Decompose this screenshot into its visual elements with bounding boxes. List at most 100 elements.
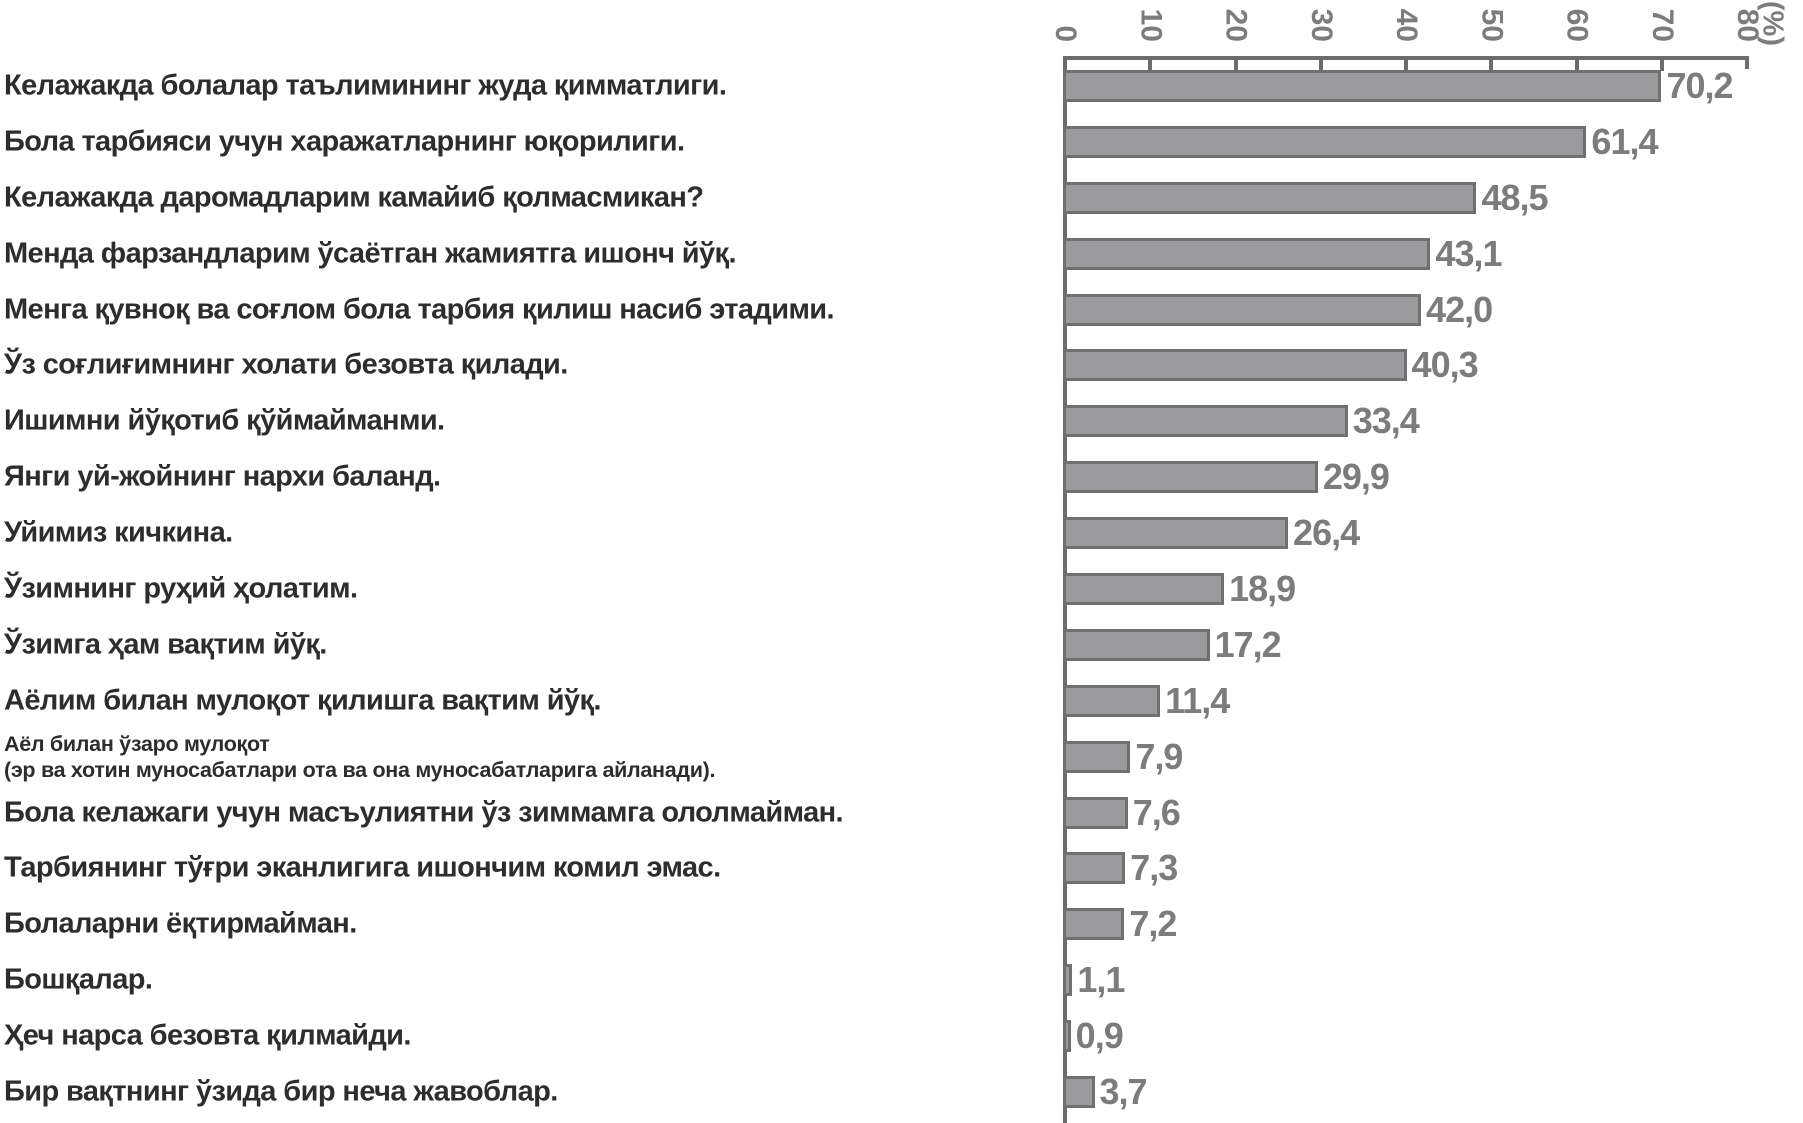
bar	[1063, 1075, 1095, 1108]
bar-wrap: 7,9	[1063, 735, 1183, 777]
chart-row: Аёлим билан мулоқот қилишга вақтим йўқ. …	[0, 673, 1803, 729]
axis-tick-label: 30	[1304, 8, 1338, 42]
value-label: 70,2	[1666, 64, 1733, 106]
value-label: 7,2	[1129, 903, 1177, 945]
bar-wrap: 0,9	[1063, 1015, 1124, 1057]
bar	[1063, 125, 1587, 158]
axis-tick-label: 0	[1049, 25, 1082, 42]
chart-row: Ишимни йўқотиб қўймайманми. 33,4	[0, 393, 1803, 449]
value-label: 7,9	[1135, 735, 1183, 777]
category-label: Аёлим билан мулоқот қилишга вақтим йўқ.	[4, 684, 601, 717]
category-label: Бола келажаги учун масъулиятни ўз зиммам…	[4, 796, 844, 829]
category-label: Бола тарбияси учун харажатларнинг юқорил…	[4, 125, 685, 158]
bar	[1063, 237, 1431, 270]
chart-row: Ҳеч нарса безовта қилмайди. 0,9	[0, 1008, 1803, 1064]
bar	[1063, 293, 1422, 326]
bar-wrap: 7,3	[1063, 847, 1178, 889]
chart-row: Ўзимнинг руҳий ҳолатим. 18,9	[0, 561, 1803, 617]
chart-row: Бошқалар. 1,1	[0, 952, 1803, 1008]
chart-row: Тарбиянинг тўғри эканлигига ишончим коми…	[0, 840, 1803, 896]
category-label: Ўз соғлиғимнинг холати безовта қилади.	[4, 348, 568, 381]
axis-tick-label: 60	[1560, 8, 1594, 42]
category-label: Менга қувноқ ва соғлом бола тарбия қилиш…	[4, 293, 835, 325]
value-label: 3,7	[1099, 1070, 1148, 1112]
category-label: Келажакда даромадларим камайиб қолмасмик…	[4, 181, 704, 214]
axis-tick	[1745, 56, 1749, 69]
axis-tick	[1063, 56, 1067, 71]
chart-row: Бола тарбияси учун харажатларнинг юқорил…	[0, 114, 1803, 170]
bar-wrap: 33,4	[1063, 400, 1420, 442]
chart-row: Менга қувноқ ва соғлом бола тарбия қилиш…	[0, 282, 1803, 338]
category-label: Ҳеч нарса безовта қилмайди.	[4, 1019, 411, 1052]
axis-unit-label: (%)	[1756, 0, 1789, 46]
axis-tick-label: 40	[1390, 8, 1423, 42]
bar-wrap: 43,1	[1063, 232, 1503, 274]
bar-wrap: 1,1	[1063, 962, 1125, 998]
axis-tick	[1148, 56, 1153, 71]
chart-row: Болаларни ёқтирмайман. 7,2	[0, 896, 1803, 952]
axis-tick	[1233, 56, 1238, 71]
chart-row: Бир вақтнинг ўзида бир неча жавоблар. 3,…	[0, 1064, 1803, 1120]
bar	[1063, 405, 1348, 438]
bar	[1063, 517, 1289, 550]
bar	[1063, 628, 1210, 661]
bar-wrap: 48,5	[1063, 176, 1549, 218]
bar-wrap: 26,4	[1063, 512, 1360, 554]
chart-row: Менда фарзандларим ўсаётган жамиятга ишо…	[0, 226, 1803, 282]
bar	[1063, 1020, 1071, 1053]
bar	[1063, 349, 1407, 382]
category-label: Менда фарзандларим ўсаётган жамиятга ишо…	[4, 237, 737, 270]
bar	[1063, 796, 1128, 829]
category-label: Ўзимнинг руҳий ҳолатим.	[4, 572, 358, 605]
bar	[1063, 461, 1318, 494]
value-label: 18,9	[1229, 567, 1296, 609]
axis-tick-label: 20	[1219, 8, 1253, 42]
value-label: 48,5	[1481, 176, 1548, 218]
bar-wrap: 42,0	[1063, 288, 1493, 330]
chart-rows: Келажакда болалар таълимининг жуда қимма…	[0, 58, 1803, 1120]
value-label: 17,2	[1214, 623, 1282, 665]
value-label: 26,4	[1293, 512, 1360, 554]
category-label: Бошқалар.	[4, 963, 153, 996]
category-label: Келажакда болалар таълимининг жуда қимма…	[4, 69, 727, 102]
axis-tick-label: 80	[1731, 8, 1764, 42]
value-label: 7,6	[1132, 791, 1181, 833]
value-label: 7,3	[1130, 847, 1178, 889]
chart-row: Аёл билан ўзаро мулоқот (эр ва хотин мун…	[0, 729, 1803, 785]
category-label: Болаларни ёқтирмайман.	[4, 907, 357, 940]
bar-wrap: 61,4	[1063, 120, 1659, 162]
axis-tick	[1574, 56, 1579, 71]
bar-wrap: 17,2	[1063, 623, 1282, 665]
chart-row: Келажакда болалар таълимининг жуда қимма…	[0, 58, 1803, 114]
category-label: Аёл билан ўзаро мулоқот (эр ва хотин мун…	[4, 731, 716, 782]
axis-tick-label: 70	[1645, 8, 1679, 42]
bar	[1063, 69, 1662, 102]
value-label: 0,9	[1075, 1015, 1124, 1057]
bar	[1063, 684, 1161, 717]
axis-tick	[1404, 56, 1408, 71]
bar-wrap: 3,7	[1063, 1070, 1148, 1112]
bar-wrap: 70,2	[1063, 64, 1734, 106]
axis-tick-label: 50	[1475, 8, 1509, 42]
axis-tick	[1318, 56, 1323, 71]
bar-wrap: 7,2	[1063, 903, 1177, 945]
bar	[1063, 572, 1225, 605]
bar-wrap: 11,4	[1063, 679, 1230, 721]
category-label: Ишимни йўқотиб қўймайманми.	[4, 404, 445, 437]
chart-row: Бола келажаги учун масъулиятни ўз зиммам…	[0, 785, 1803, 841]
value-label: 11,4	[1165, 679, 1230, 721]
value-label: 61,4	[1591, 120, 1658, 162]
value-label: 42,0	[1426, 288, 1493, 330]
value-label: 33,4	[1352, 400, 1420, 442]
category-label: Бир вақтнинг ўзида бир неча жавоблар.	[4, 1075, 558, 1108]
value-label: 43,1	[1435, 232, 1502, 274]
bar	[1063, 964, 1073, 997]
chart-row: Ўзимга ҳам вақтим йўқ. 17,2	[0, 617, 1803, 673]
chart-row: Келажакда даромадларим камайиб қолмасмик…	[0, 170, 1803, 226]
category-label: Янги уй-жойнинг нархи баланд.	[4, 460, 441, 493]
bar-wrap: 18,9	[1063, 567, 1296, 609]
value-label: 40,3	[1411, 344, 1479, 386]
bar-wrap: 29,9	[1063, 459, 1390, 495]
chart-row: Ўз соғлиғимнинг холати безовта қилади. 4…	[0, 337, 1803, 393]
